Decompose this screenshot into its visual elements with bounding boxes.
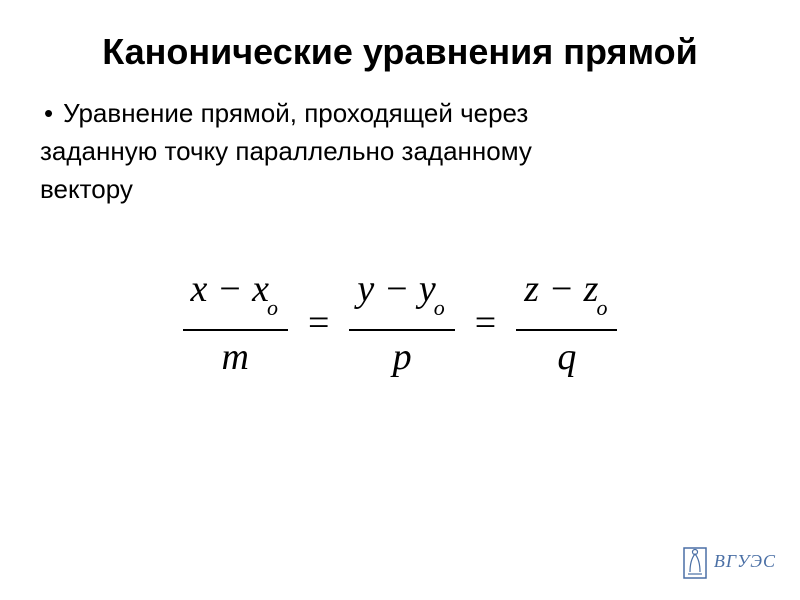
fraction-1: x − xo m (183, 267, 288, 380)
bullet-dot: • (44, 97, 53, 131)
bullet-content: • Уравнение прямой, проходящей через зад… (40, 97, 760, 206)
var-x: x (191, 268, 208, 310)
sub-o-2: o (434, 295, 445, 320)
var-y: y (357, 268, 374, 310)
fraction-1-numerator: x − xo (183, 267, 288, 332)
fraction-2: y − yo p (349, 267, 454, 380)
logo-text: ВГУЭС (714, 551, 776, 572)
minus-2: − (384, 268, 410, 310)
bullet-line-2: заданную точку параллельно заданному (40, 135, 760, 169)
minus-1: − (217, 268, 243, 310)
sub-o-3: o (596, 295, 607, 320)
university-logo-icon (682, 542, 708, 580)
var-z: z (524, 268, 539, 310)
bullet-text-1: Уравнение прямой, проходящей через (63, 97, 528, 131)
fraction-2-denominator: p (385, 331, 420, 379)
bullet-line-3: вектору (40, 173, 760, 207)
fraction-3: z − zo q (516, 267, 617, 380)
logo-block: ВГУЭС (682, 542, 776, 580)
fraction-3-denominator: q (549, 331, 584, 379)
bullet-line-1: • Уравнение прямой, проходящей через (40, 97, 760, 131)
fraction-3-numerator: z − zo (516, 267, 617, 332)
equals-2: = (471, 301, 500, 345)
fraction-1-denominator: m (214, 331, 257, 379)
equals-1: = (304, 301, 333, 345)
fraction-2-numerator: y − yo (349, 267, 454, 332)
equation-inline: x − xo m = y − yo p = z − (183, 267, 618, 380)
slide-title: Канонические уравнения прямой (40, 30, 760, 73)
equation-block: x − xo m = y − yo p = z − (40, 267, 760, 380)
sub-o-1: o (267, 295, 278, 320)
slide-container: Канонические уравнения прямой • Уравнени… (0, 0, 800, 600)
minus-3: − (549, 268, 575, 310)
